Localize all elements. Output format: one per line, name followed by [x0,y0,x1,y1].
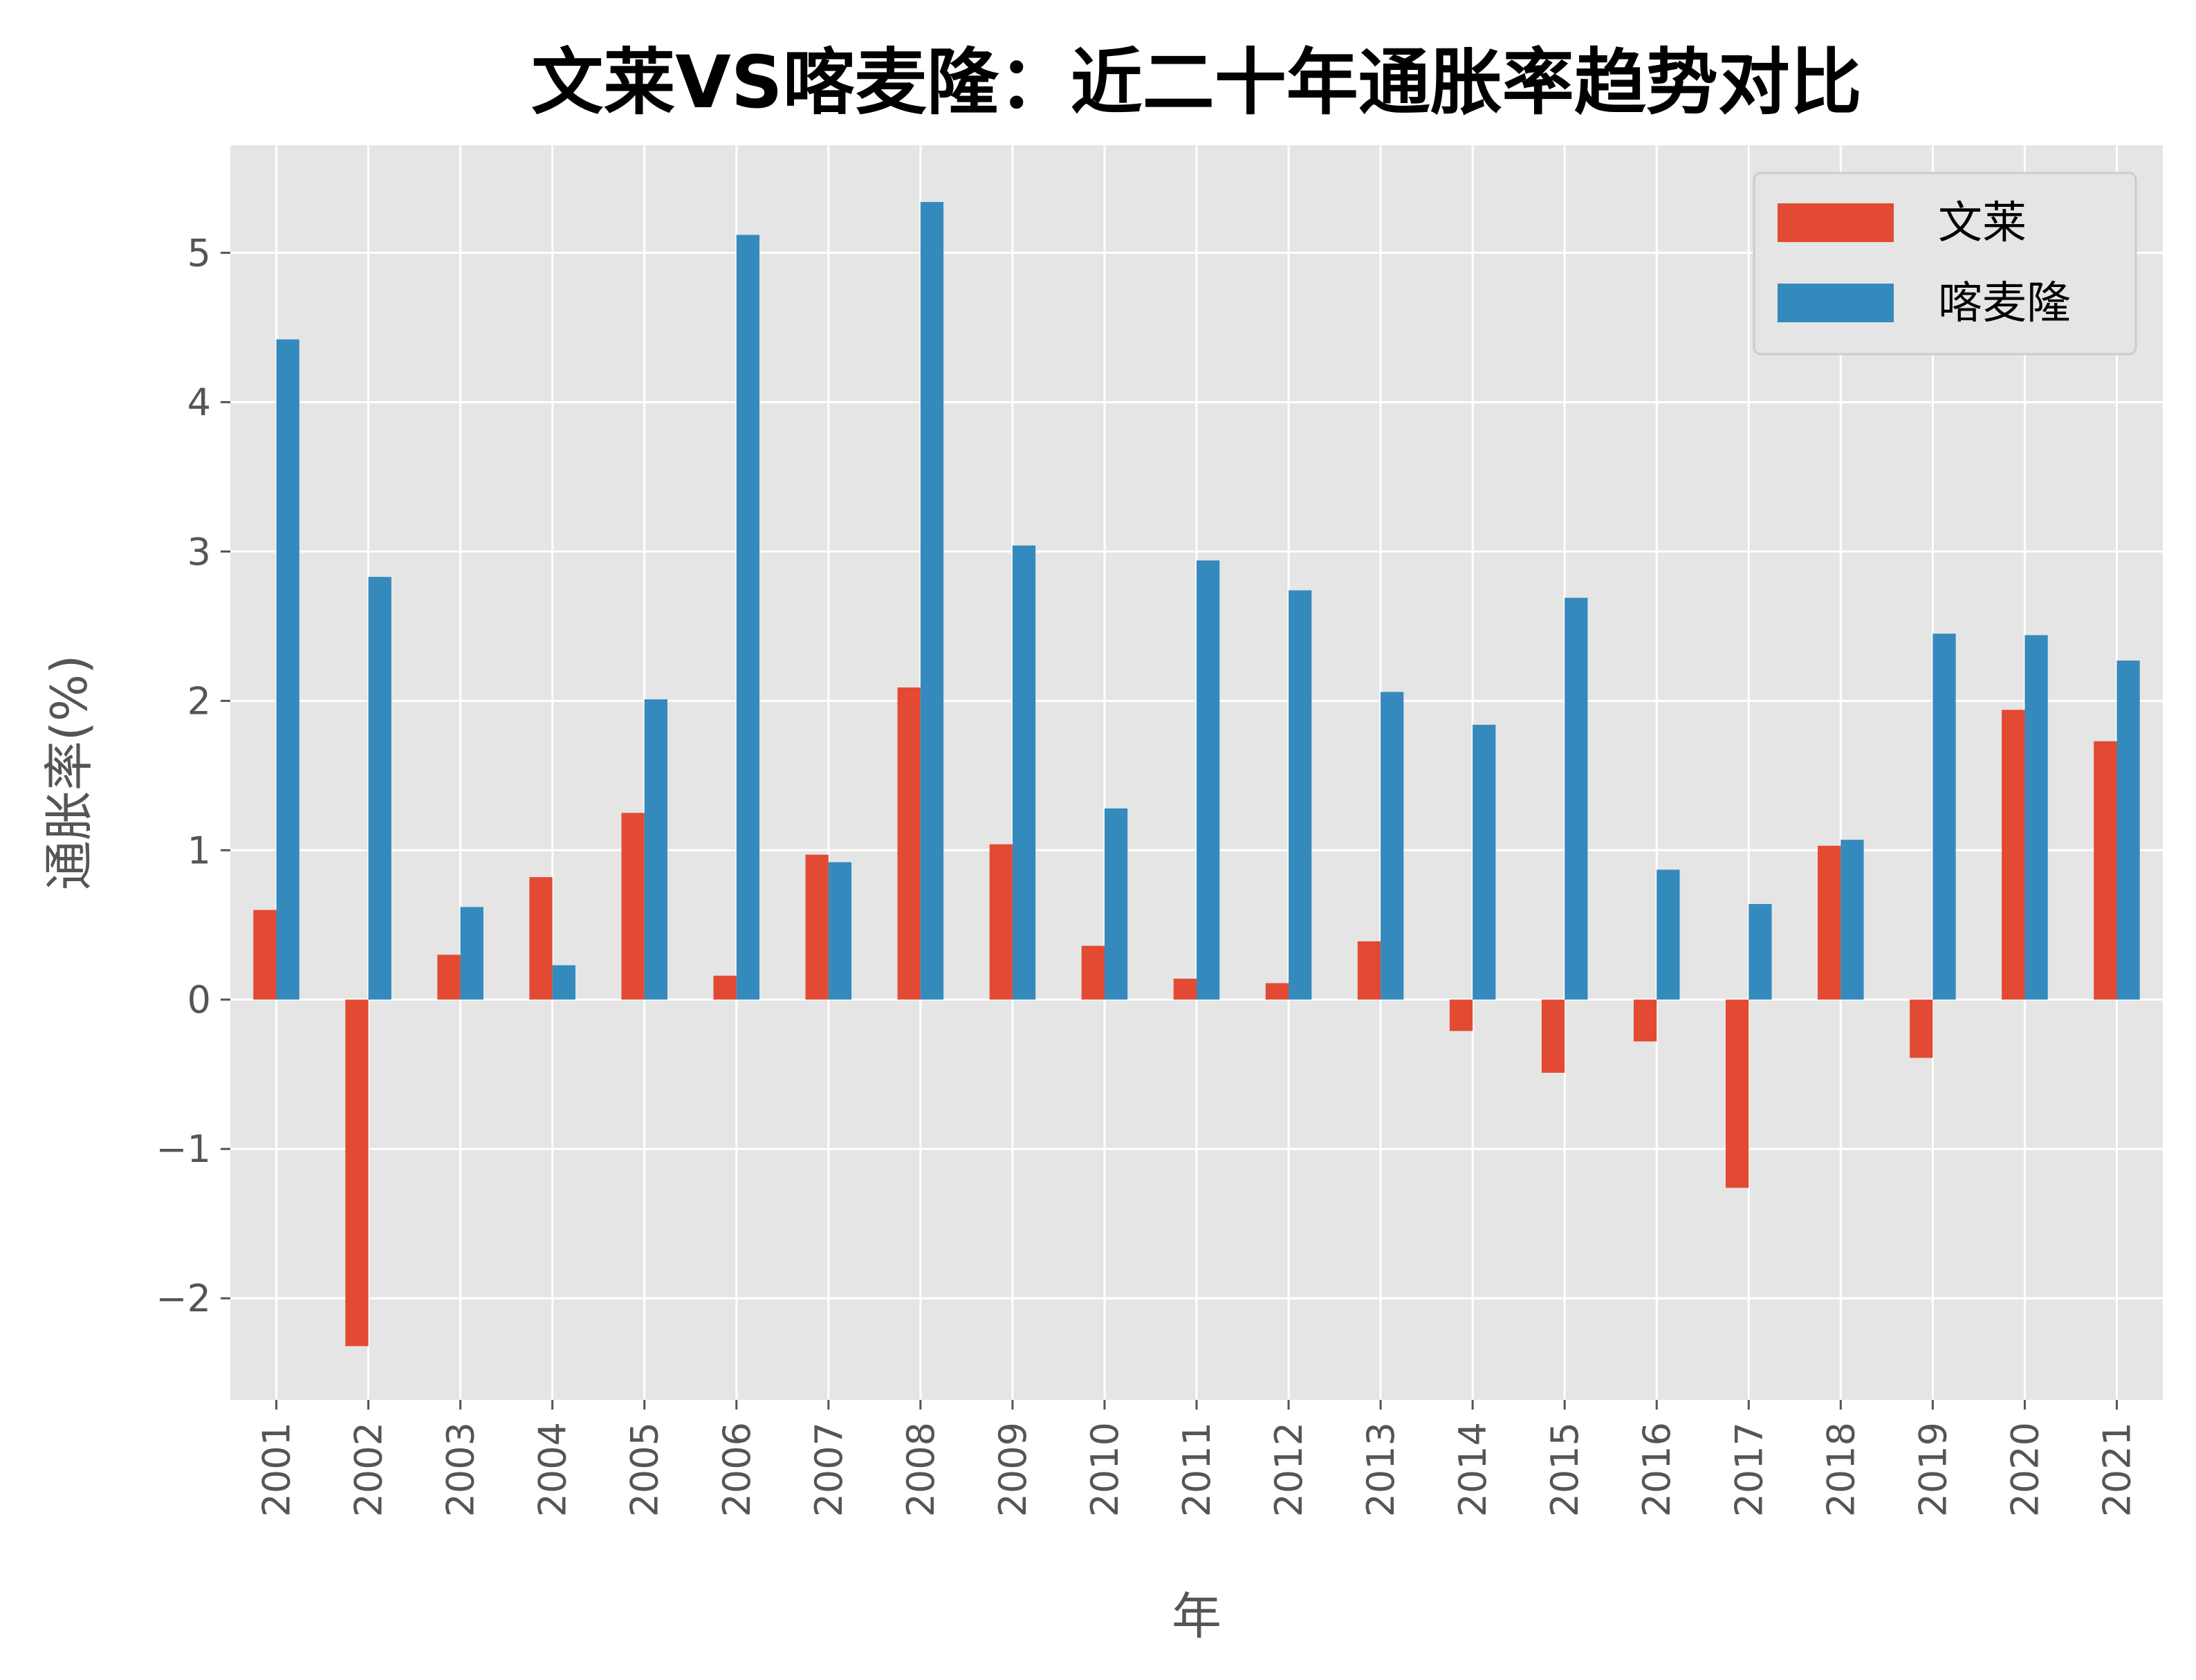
x-tick-label: 2019 [1911,1422,1955,1517]
bar-series-2 [1197,560,1220,1000]
bar-series-1 [1357,941,1381,1000]
bar-series-1 [1173,979,1197,1000]
bar-series-1 [345,999,369,1347]
bar-series-1 [1633,999,1657,1042]
y-axis-label: 通胀率(%) [40,655,98,891]
x-tick-label: 2008 [899,1422,943,1517]
legend-swatch-series-2 [1778,284,1894,322]
x-tick-label: 2006 [715,1422,759,1517]
x-tick-label: 2021 [2095,1422,2139,1517]
bar-series-2 [644,699,667,1000]
bar-series-1 [1910,999,1933,1058]
y-tick-label: 5 [187,231,211,275]
bar-series-1 [253,910,277,1000]
bar-series-2 [2116,661,2140,1000]
bar-series-2 [1932,634,1956,1000]
x-tick-label: 2014 [1451,1422,1495,1517]
bar-series-2 [1104,808,1128,1000]
y-tick-label: −1 [156,1127,211,1171]
axis-ticks: −2 −1 0 1 2 3 4 5 2001 2002 2003 2004 2005 2006 2007 20… [156,231,2139,1517]
y-tick-label: −2 [156,1277,211,1320]
y-tick-label: 0 [187,978,211,1022]
x-tick-label: 2013 [1359,1422,1403,1517]
bar-series-2 [1657,869,1680,1000]
bar-series-1 [529,877,553,1000]
bar-series-2 [552,965,575,1000]
x-tick-label: 2012 [1267,1422,1311,1517]
x-tick-label: 2003 [439,1422,483,1517]
bar-series-1 [2002,710,2025,1000]
x-tick-label: 2007 [807,1422,851,1517]
y-tick-label: 3 [187,530,211,573]
legend-label-series-1: 文莱 [1938,198,2027,249]
x-tick-label: 2017 [1727,1422,1771,1517]
bar-series-1 [989,844,1013,1000]
bar-series-2 [2024,635,2048,1000]
x-tick-label: 2002 [347,1422,391,1517]
x-tick-label: 2001 [255,1422,299,1517]
x-tick-label: 2016 [1635,1422,1679,1517]
bar-series-2 [276,339,299,1000]
bar-series-2 [1749,904,1772,1000]
bar-series-1 [1449,999,1473,1031]
y-tick-label: 4 [187,380,211,424]
bar-series-2 [920,202,944,1000]
x-tick-label: 2020 [2003,1422,2047,1517]
bar-series-2 [1381,692,1404,1000]
x-axis-label: 年 [1172,1587,1221,1645]
y-tick-label: 1 [187,829,211,872]
bar-series-1 [713,975,737,1000]
bar-series-1 [1081,945,1105,1000]
bar-series-1 [621,813,645,1000]
x-tick-label: 2011 [1175,1422,1219,1517]
x-tick-label: 2005 [623,1422,667,1517]
bar-series-2 [1565,598,1588,1000]
y-tick-label: 2 [187,679,211,723]
chart-title: 文莱VS喀麦隆：近二十年通胀率趋势对比 [531,40,1861,124]
legend-swatch-series-1 [1778,203,1894,242]
bar-series-1 [2094,741,2117,1000]
bar-series-2 [1473,724,1496,1000]
legend-label-series-2: 喀麦隆 [1938,278,2071,329]
bar-series-1 [805,854,829,1000]
bars [253,202,2140,1347]
bar-series-1 [1541,999,1565,1073]
bar-series-2 [1840,840,1864,1000]
bar-series-1 [1818,845,1841,1000]
bar-series-2 [460,907,483,1000]
bar-series-2 [368,577,391,1000]
bar-series-1 [1265,983,1289,1000]
x-tick-label: 2018 [1819,1422,1863,1517]
bar-series-2 [736,234,760,1000]
x-tick-label: 2015 [1543,1422,1587,1517]
bar-series-1 [897,687,921,1000]
bar-series-1 [437,954,461,1000]
bar-series-2 [1012,545,1036,1000]
legend: 文莱 喀麦隆 [1753,172,2137,356]
x-tick-label: 2004 [531,1422,575,1517]
bar-series-1 [1726,999,1749,1188]
bar-series-2 [828,862,852,1000]
x-tick-label: 2009 [991,1422,1035,1517]
bar-series-2 [1289,590,1312,1000]
x-tick-label: 2010 [1083,1422,1127,1517]
